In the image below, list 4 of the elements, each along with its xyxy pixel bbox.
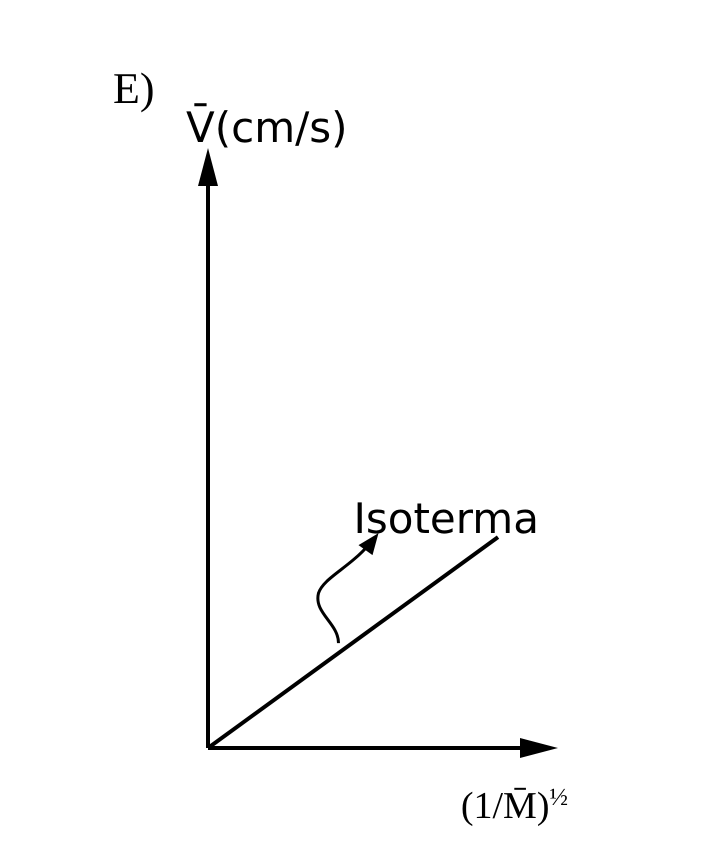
annotation: Isoterma: [354, 494, 539, 544]
chart-title: E): [113, 64, 155, 113]
x-axis-title: (1/M̄)$^{½}$: [460, 784, 568, 827]
text: V̄(cm/s): [186, 102, 348, 152]
